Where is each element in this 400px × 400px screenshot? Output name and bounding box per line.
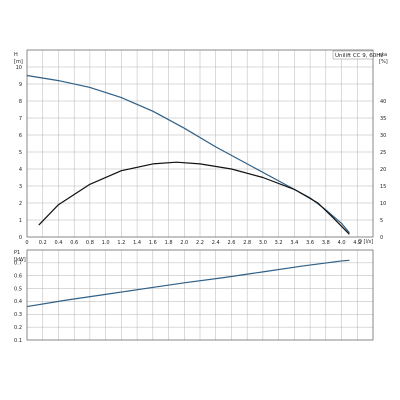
h-tick-label: 2: [19, 201, 22, 207]
bottom-series: [26, 259, 350, 308]
h-tick-label: 4: [19, 167, 22, 173]
p1-tick-label: 0.7: [14, 261, 22, 267]
eta-tick-label: 0: [380, 235, 383, 241]
power-chart: 0.1 0.2 0.3 0.4 0.5 0.6 0.7 P1 [kW]: [14, 249, 374, 344]
x-tick-label: 4.0: [338, 240, 346, 246]
x-tick-label: 3.4: [290, 240, 298, 246]
x-tick-label: 1.2: [117, 240, 125, 246]
x-tick-label: 3.0: [259, 240, 267, 246]
eta-tick-label: 30: [380, 133, 386, 139]
top-plot-frame: [26, 49, 374, 238]
bottom-y-ticks: 0.1 0.2 0.3 0.4 0.5 0.6 0.7: [14, 261, 22, 344]
h-tick-label: 5: [19, 150, 22, 156]
h-tick-label: 1: [19, 218, 22, 224]
head-efficiency-chart: 0 0.2 0.4 0.6 0.8 1.0 1.2 1.4 1.6 1.8 2.0 2.2 2.4 2.6…: [14, 49, 388, 246]
h-tick-label: 10: [16, 65, 22, 71]
x-tick-label: 0: [25, 240, 28, 246]
x-tick-label: 0.2: [39, 240, 47, 246]
x-tick-label: 1.0: [102, 240, 110, 246]
eta-tick-label: 40: [380, 99, 386, 105]
h-axis-unit: [m]: [14, 59, 23, 65]
h-tick-label: 3: [19, 184, 22, 190]
h-tick-label: 9: [19, 82, 22, 88]
h-tick-label: 8: [19, 99, 22, 105]
p1-tick-label: 0.1: [14, 338, 22, 344]
legend-text: Unilift CC 9, 60Hz: [335, 53, 383, 59]
efficiency-curve: [38, 161, 350, 235]
x-tick-label: 1.4: [133, 240, 141, 246]
x-tick-label: 2.4: [212, 240, 220, 246]
eta-tick-label: 5: [380, 218, 383, 224]
head-curve: [26, 74, 350, 234]
x-tick-label: 2.8: [243, 240, 251, 246]
h-tick-label: 0: [19, 235, 22, 241]
x-tick-label: 1.6: [149, 240, 157, 246]
top-series: [26, 74, 350, 235]
eta-axis-label: eta: [379, 52, 387, 58]
power-curve: [26, 259, 350, 308]
x-tick-label: 4.2: [353, 240, 361, 246]
p1-tick-label: 0.2: [14, 325, 22, 331]
top-grid: [26, 49, 374, 238]
p1-tick-label: 0.3: [14, 312, 22, 318]
x-tick-label: 0.6: [70, 240, 78, 246]
x-tick-label: 3.2: [275, 240, 283, 246]
q-axis-label: Q [l/s]: [358, 239, 373, 245]
h-tick-label: 6: [19, 133, 22, 139]
x-tick-label: 3.6: [306, 240, 314, 246]
top-x-ticks: 0 0.2 0.4 0.6 0.8 1.0 1.2 1.4 1.6 1.8 2.0 2.2 2.4 2.6…: [25, 240, 361, 246]
x-tick-label: 3.8: [322, 240, 330, 246]
h-axis-label: H: [14, 52, 18, 58]
x-tick-label: 2.6: [227, 240, 235, 246]
p1-axis-label: P1: [14, 250, 20, 256]
p1-tick-label: 0.6: [14, 274, 22, 280]
x-tick-label: 0.8: [86, 240, 94, 246]
eta-tick-label: 35: [380, 116, 386, 122]
legend-box: [332, 50, 374, 60]
x-tick-label: 2.0: [180, 240, 188, 246]
eta-tick-label: 20: [380, 167, 386, 173]
p1-tick-label: 0.5: [14, 286, 22, 292]
eta-axis-unit: [%]: [379, 59, 388, 65]
bottom-plot-frame: [26, 249, 374, 341]
x-tick-label: 2.2: [196, 240, 204, 246]
p1-axis-unit: [kW]: [14, 257, 26, 263]
x-tick-label: 1.8: [165, 240, 173, 246]
top-right-y-ticks: 0 5 10 15 20 25 30 35 40: [380, 99, 386, 241]
x-tick-label: 0.4: [54, 240, 62, 246]
eta-tick-label: 15: [380, 184, 386, 190]
eta-tick-label: 25: [380, 150, 386, 156]
h-tick-label: 7: [19, 116, 22, 122]
p1-tick-label: 0.4: [14, 299, 22, 305]
top-y-ticks: 0 1 2 3 4 5 6 7 8 9 10: [16, 65, 22, 241]
eta-tick-label: 10: [380, 201, 386, 207]
